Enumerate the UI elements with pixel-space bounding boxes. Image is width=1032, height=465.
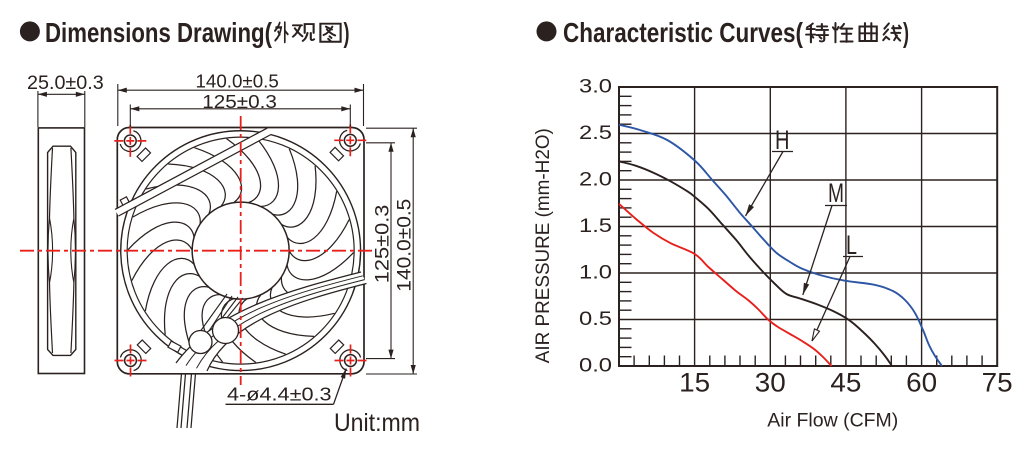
svg-text:AIR PRESSURE (mm-H2O): AIR PRESSURE (mm-H2O) <box>532 128 554 363</box>
svg-text:125±0.3: 125±0.3 <box>202 91 277 112</box>
svg-text:L: L <box>846 230 857 260</box>
svg-text:4-ø4.4±0.3: 4-ø4.4±0.3 <box>227 384 332 405</box>
svg-text:60: 60 <box>906 368 937 398</box>
svg-text:1.0: 1.0 <box>579 262 612 284</box>
svg-text:): ) <box>903 17 909 48</box>
svg-text:Air Flow (CFM): Air Flow (CFM) <box>767 410 898 432</box>
svg-text:0.0: 0.0 <box>579 355 612 377</box>
svg-text:M: M <box>828 178 844 208</box>
svg-text:Dimensions Drawing(: Dimensions Drawing( <box>45 17 273 48</box>
svg-text:15: 15 <box>679 368 710 398</box>
svg-text:75: 75 <box>982 368 1013 398</box>
svg-text:140.0±0.5: 140.0±0.5 <box>395 199 416 292</box>
svg-text:140.0±0.5: 140.0±0.5 <box>196 71 279 92</box>
svg-text:3.0: 3.0 <box>579 76 612 98</box>
svg-text:Characteristic Curves(: Characteristic Curves( <box>563 17 804 48</box>
svg-text:2.0: 2.0 <box>579 169 612 191</box>
svg-text:): ) <box>344 17 350 48</box>
svg-text:125±0.3: 125±0.3 <box>373 205 394 284</box>
svg-text:30: 30 <box>755 368 786 398</box>
svg-text:Unit:mm: Unit:mm <box>334 410 420 437</box>
svg-text:H: H <box>775 125 790 155</box>
svg-text:2.5: 2.5 <box>579 122 612 144</box>
svg-text:1.5: 1.5 <box>579 215 612 237</box>
svg-text:25.0±0.3: 25.0±0.3 <box>27 73 104 94</box>
svg-text:45: 45 <box>830 368 861 398</box>
svg-text:0.5: 0.5 <box>579 308 612 330</box>
